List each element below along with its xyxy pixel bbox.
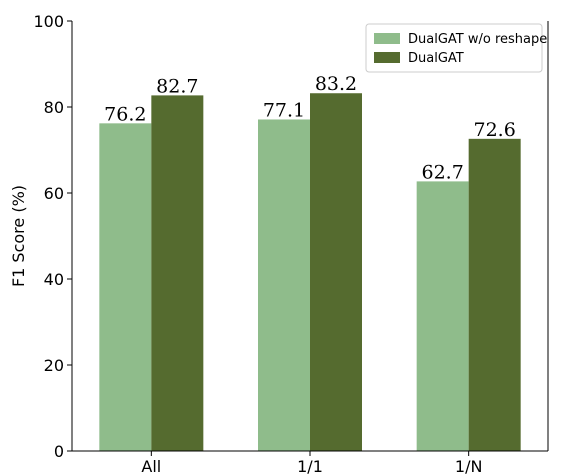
x-tick-label: All — [141, 457, 161, 474]
x-tick-label: 1/N — [455, 457, 483, 474]
legend-swatch-series-1 — [374, 52, 400, 63]
value-label-1/1-series-0: 77.1 — [263, 99, 305, 121]
bar-All-series-0 — [99, 123, 152, 451]
legend-box — [365, 23, 543, 73]
y-axis-label: F1 Score (%) — [9, 185, 28, 287]
y-tick-label: 80 — [44, 98, 64, 117]
value-label-All-series-1: 82.7 — [156, 75, 198, 97]
y-ticks-layer: 0 20 40 60 80 100 — [33, 12, 72, 461]
bars-layer — [99, 93, 521, 452]
value-label-1/N-series-0: 62.7 — [422, 161, 464, 183]
bar-1/1-series-1 — [310, 93, 362, 452]
x-tick-label: 1/1 — [297, 457, 323, 474]
bar-1/N-series-0 — [416, 181, 469, 451]
y-tick-label: 60 — [44, 184, 64, 203]
value-label-All-series-0: 76.2 — [104, 103, 146, 125]
legend-label-series-1: DualGAT — [408, 51, 464, 66]
legend-swatch-series-0 — [374, 33, 400, 44]
x-ticks-layer: All 1/1 1/N — [141, 451, 482, 474]
legend-label-series-0: DualGAT w/o reshape — [408, 32, 547, 47]
y-tick-label: 0 — [54, 442, 64, 461]
y-tick-label: 100 — [33, 12, 64, 31]
bar-1/1-series-0 — [258, 119, 310, 451]
bar-1/N-series-1 — [468, 138, 521, 451]
y-tick-label: 20 — [44, 356, 64, 375]
y-tick-label: 40 — [44, 270, 64, 289]
value-label-1/1-series-1: 83.2 — [315, 73, 357, 95]
value-labels-layer: 76.2 82.7 77.1 83.2 62.7 72.6 — [104, 73, 516, 183]
value-label-1/N-series-1: 72.6 — [474, 119, 516, 141]
legend: DualGAT w/o reshape DualGAT — [365, 23, 547, 73]
bar-All-series-1 — [151, 95, 204, 451]
